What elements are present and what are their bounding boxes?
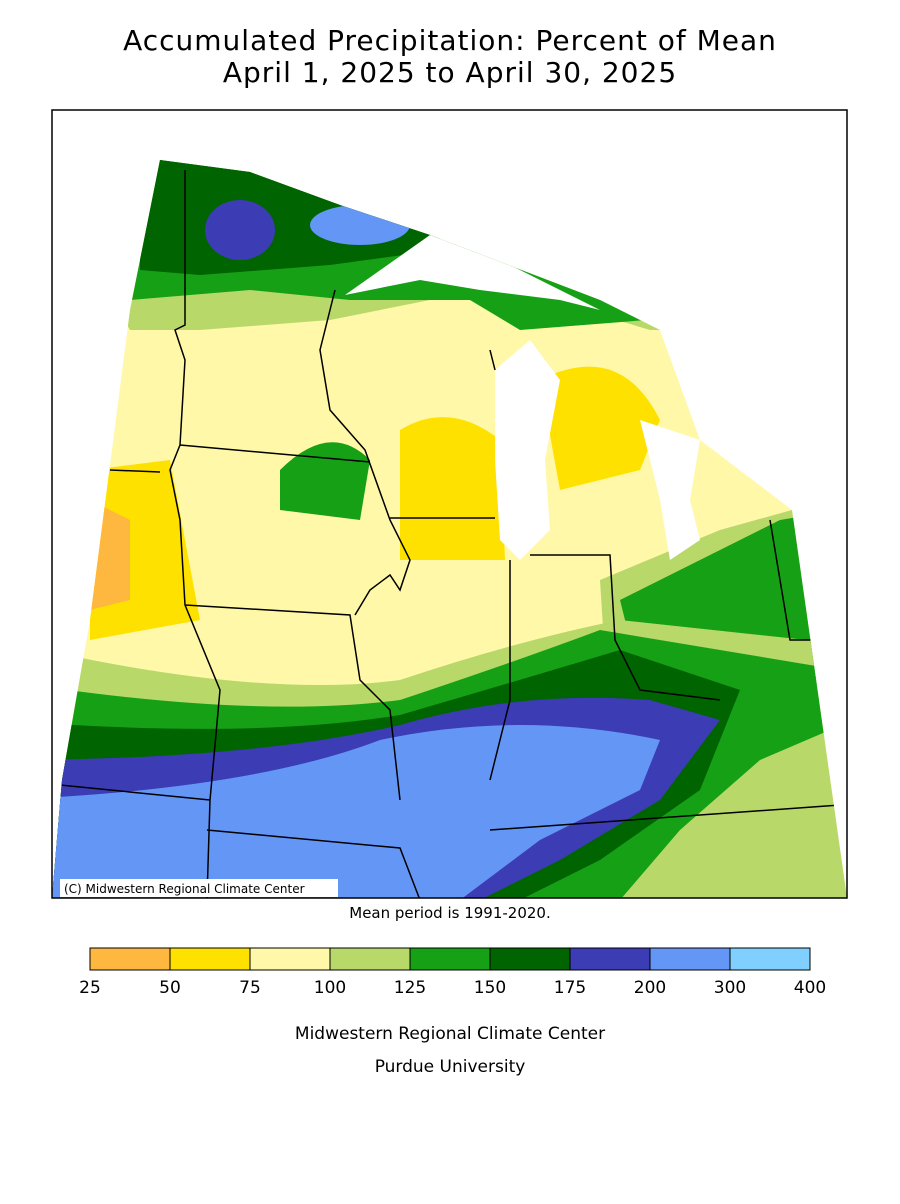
copyright: (C) Midwestern Regional Climate Center bbox=[64, 882, 305, 896]
legend-swatch bbox=[249, 947, 331, 971]
legend-swatch bbox=[409, 947, 491, 971]
legend-tick-label: 300 bbox=[714, 978, 746, 998]
map bbox=[52, 160, 847, 898]
credit: Purdue University bbox=[375, 1057, 526, 1077]
title: Accumulated Precipitation: Percent of Me… bbox=[123, 24, 777, 57]
copyright-box bbox=[60, 879, 338, 897]
legend-tick-label: 125 bbox=[394, 978, 426, 998]
legend-tick-label: 200 bbox=[634, 978, 666, 998]
credit: Midwestern Regional Climate Center bbox=[295, 1024, 605, 1044]
legend-swatch bbox=[729, 947, 811, 971]
legend-tick-label: 150 bbox=[474, 978, 506, 998]
legend-swatch bbox=[489, 947, 571, 971]
legend-swatch bbox=[569, 947, 651, 971]
legend-tick-label: 175 bbox=[554, 978, 586, 998]
legend-swatch bbox=[89, 947, 171, 971]
legend: 25 50 75 100 125 150 175 200 300 400 bbox=[79, 947, 826, 998]
legend-swatch bbox=[649, 947, 731, 971]
legend-tick-label: 50 bbox=[159, 978, 181, 998]
legend-swatch bbox=[169, 947, 251, 971]
map-frame bbox=[51, 109, 848, 899]
legend-tick-label: 25 bbox=[79, 978, 101, 998]
legend-tick-label: 400 bbox=[794, 978, 826, 998]
legend-tick-label: 75 bbox=[239, 978, 261, 998]
legend-tick-label: 100 bbox=[314, 978, 346, 998]
legend-swatch bbox=[329, 947, 411, 971]
subtitle: April 1, 2025 to April 30, 2025 bbox=[223, 56, 677, 89]
note: Mean period is 1991-2020. bbox=[349, 904, 550, 922]
